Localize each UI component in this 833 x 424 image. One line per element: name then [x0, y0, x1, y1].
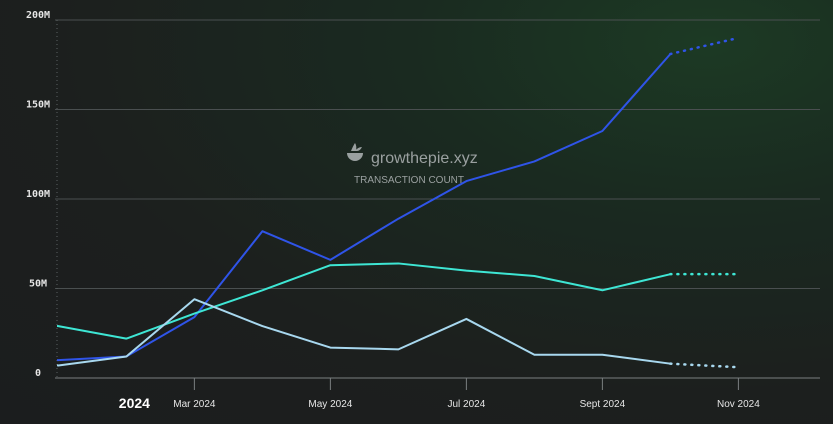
y-axis: 0 50M 100M 150M 200M: [26, 10, 50, 379]
chart-title: TRANSACTION COUNT: [354, 175, 464, 186]
series-line-1: [57, 53, 672, 362]
y-tick-label: 100M: [26, 189, 50, 200]
watermark: growthepie.xyz TRANSACTION COUNT: [347, 143, 478, 186]
x-tick-label: Jul 2024: [447, 399, 485, 410]
series-projection-1: [669, 36, 740, 56]
x-tick-label: 2024: [119, 395, 150, 411]
y-tick-label: 50M: [29, 279, 47, 290]
series-lines: [57, 36, 740, 369]
x-tick-label: Nov 2024: [717, 399, 760, 410]
series-line-3: [57, 298, 671, 367]
watermark-logo-text: growthepie.xyz: [371, 150, 478, 167]
series-line-2: [57, 262, 671, 340]
x-tick-label: Mar 2024: [173, 399, 216, 410]
y-tick-label: 150M: [26, 100, 50, 111]
y-tick-label: 200M: [26, 10, 50, 21]
y-tick-label: 0: [35, 368, 41, 379]
series-projection-3: [669, 362, 740, 369]
x-axis: 2024 Mar 2024 May 2024 Jul 2024 Sept 2024 Nov…: [119, 378, 760, 411]
pie-logo-icon: [347, 143, 363, 161]
x-tick-label: May 2024: [308, 399, 352, 410]
x-tick-label: Sept 2024: [580, 399, 626, 410]
grid: [55, 19, 820, 379]
